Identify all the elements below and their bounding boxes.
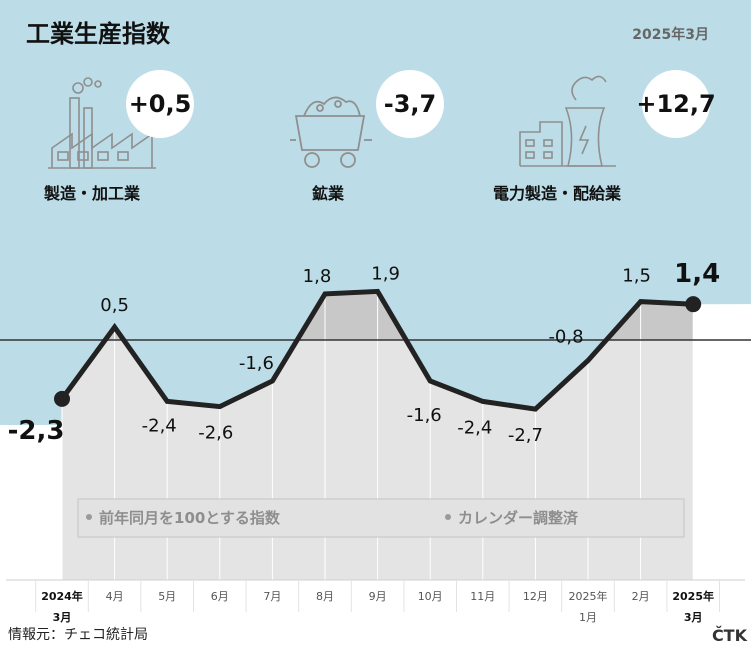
x-tick-label: 2025年 (672, 589, 714, 603)
power-plant-icon (519, 75, 616, 167)
power-plant-icon-part (519, 121, 563, 166)
indicator-label-electricity: 電力製造・配給業 (493, 184, 622, 203)
legend-bullet-icon (445, 514, 451, 520)
data-label: -2,7 (508, 425, 543, 446)
legend-bullet-icon (86, 514, 92, 520)
indicator-label-mining: 鉱業 (312, 184, 345, 203)
factory-icon-part (94, 80, 102, 88)
x-tick-label: 12月 (523, 590, 548, 603)
indicator-value-electricity: +12,7 (636, 70, 716, 138)
indicator-value-manufacturing: +0,5 (126, 70, 194, 138)
report-date: 2025年3月 (632, 27, 709, 43)
data-label: 1,4 (674, 259, 720, 289)
data-label: 1,8 (303, 266, 332, 287)
source-note: 情報元：チェコ統計局 (8, 627, 148, 643)
mine-cart-icon-part (294, 115, 366, 151)
series-line (59, 288, 696, 412)
data-point-marker (685, 296, 702, 313)
power-plant-icon-part (525, 151, 535, 159)
legend-item: 前年同月を100とする指数 (99, 509, 281, 527)
x-tick-label-line2: 1月 (579, 611, 597, 624)
x-tick-label: 8月 (316, 590, 334, 603)
factory-icon-part (97, 151, 109, 161)
x-tick-label: 9月 (369, 590, 387, 603)
power-plant-icon-part (543, 151, 553, 159)
mine-cart-icon (290, 96, 372, 168)
x-tick-label: 6月 (211, 590, 229, 603)
x-tick-label: 10月 (418, 590, 443, 603)
data-label: -2,4 (142, 415, 177, 436)
data-label: 1,9 (371, 263, 400, 284)
data-label: -1,6 (407, 405, 442, 426)
power-plant-icon-part (564, 107, 606, 167)
data-label: -1,6 (239, 353, 274, 374)
factory-icon-part (48, 132, 156, 169)
factory-icon-part (77, 151, 89, 161)
x-tick-label: 2024年 (41, 589, 83, 603)
data-label: -2,6 (198, 423, 233, 444)
mine-cart-icon-part (340, 152, 356, 168)
legend-box (77, 498, 685, 538)
x-tick-label: 4月 (106, 590, 124, 603)
power-plant-icon-part (525, 139, 535, 147)
factory-icon-part (57, 151, 69, 161)
mine-cart-icon-part (303, 96, 361, 117)
factory-icon (48, 77, 156, 169)
data-label: 0,5 (100, 295, 129, 316)
data-label: -2,3 (8, 416, 65, 446)
power-plant-icon-part (571, 75, 607, 101)
ctk-logo: ČTK (711, 626, 747, 645)
factory-icon-part (72, 82, 84, 94)
factory-icon-part (83, 77, 93, 87)
power-plant-icon-part (578, 125, 590, 155)
factory-icon-part (117, 151, 129, 161)
x-tick-label: 2025年 (569, 589, 608, 603)
x-tick-label: 7月 (263, 590, 281, 603)
mine-cart-icon-part (334, 100, 342, 108)
data-label: 1,5 (622, 266, 651, 287)
power-plant-icon-part (543, 139, 553, 147)
x-tick-label: 5月 (158, 590, 176, 603)
data-label: -0,8 (548, 326, 583, 347)
x-tick-label: 11月 (470, 590, 495, 603)
data-point-marker (54, 390, 70, 407)
x-tick-label-line2: 3月 (53, 611, 72, 624)
x-tick-label-line2: 3月 (684, 611, 703, 624)
page-title: 工業生産指数 (26, 20, 170, 48)
indicator-value-mining: -3,7 (376, 70, 444, 138)
x-tick-label: 2月 (632, 590, 650, 603)
mine-cart-icon-part (304, 152, 320, 168)
mine-cart-icon-part (316, 104, 324, 112)
data-label: -2,4 (457, 417, 492, 438)
legend-item: カレンダー調整済 (458, 509, 579, 527)
indicator-label-manufacturing: 製造・加工業 (44, 184, 141, 203)
